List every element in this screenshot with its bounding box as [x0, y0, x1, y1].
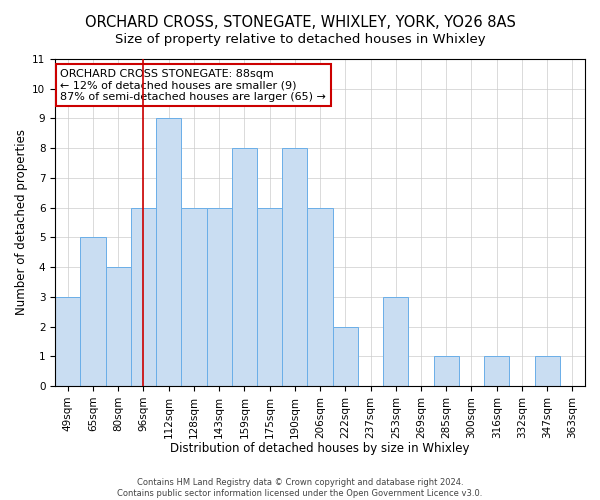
- Bar: [535, 356, 560, 386]
- Bar: [181, 208, 206, 386]
- Bar: [282, 148, 307, 386]
- Bar: [106, 267, 131, 386]
- Text: ORCHARD CROSS STONEGATE: 88sqm
← 12% of detached houses are smaller (9)
87% of s: ORCHARD CROSS STONEGATE: 88sqm ← 12% of …: [61, 69, 326, 102]
- Y-axis label: Number of detached properties: Number of detached properties: [15, 130, 28, 316]
- Bar: [332, 326, 358, 386]
- Bar: [484, 356, 509, 386]
- Bar: [156, 118, 181, 386]
- Bar: [55, 297, 80, 386]
- Text: Contains HM Land Registry data © Crown copyright and database right 2024.
Contai: Contains HM Land Registry data © Crown c…: [118, 478, 482, 498]
- Bar: [131, 208, 156, 386]
- Bar: [232, 148, 257, 386]
- Text: Size of property relative to detached houses in Whixley: Size of property relative to detached ho…: [115, 32, 485, 46]
- Bar: [257, 208, 282, 386]
- Bar: [434, 356, 459, 386]
- Bar: [383, 297, 409, 386]
- X-axis label: Distribution of detached houses by size in Whixley: Distribution of detached houses by size …: [170, 442, 470, 455]
- Bar: [80, 238, 106, 386]
- Text: ORCHARD CROSS, STONEGATE, WHIXLEY, YORK, YO26 8AS: ORCHARD CROSS, STONEGATE, WHIXLEY, YORK,…: [85, 15, 515, 30]
- Bar: [206, 208, 232, 386]
- Bar: [307, 208, 332, 386]
